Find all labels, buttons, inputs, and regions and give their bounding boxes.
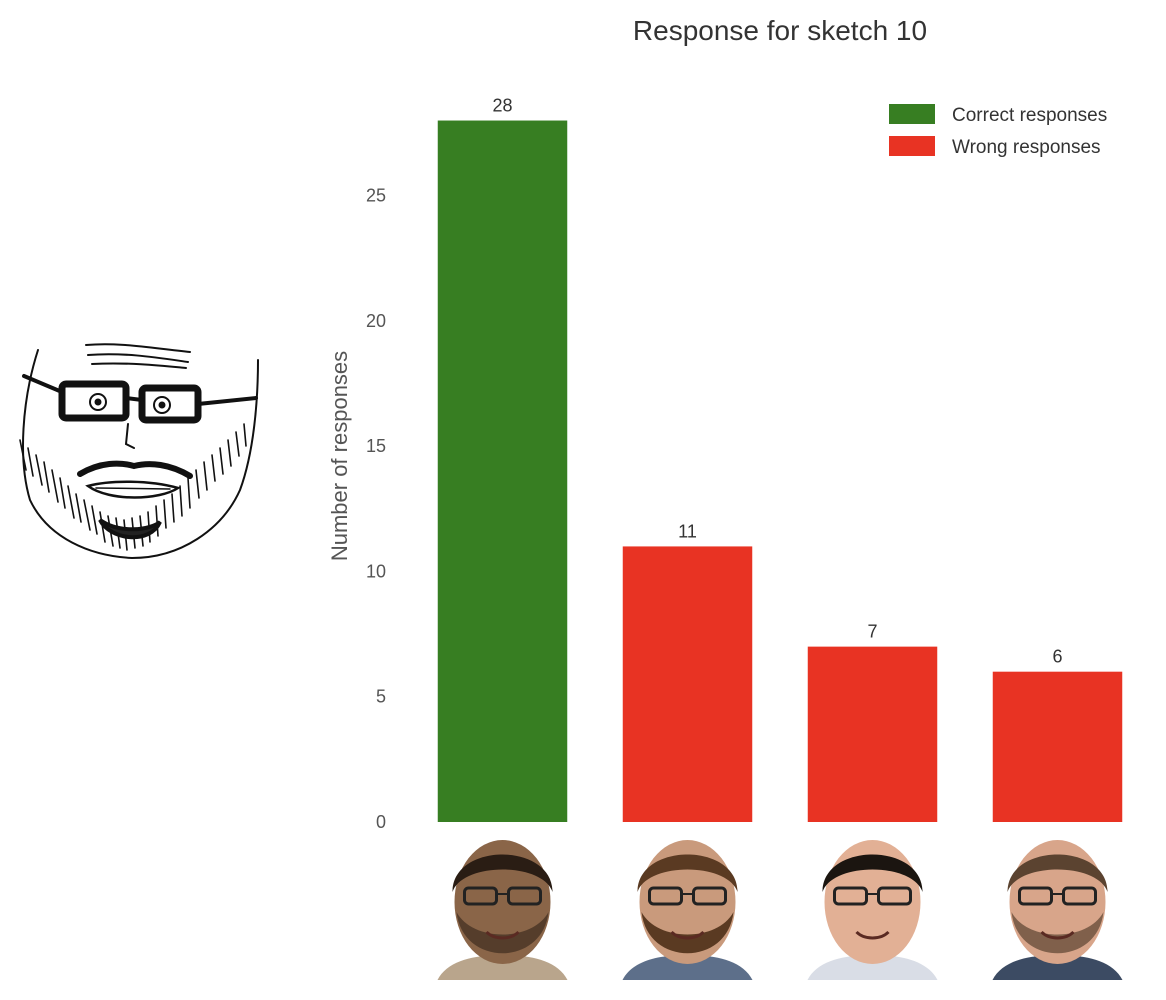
photo-mouth — [1040, 930, 1075, 940]
bar-value-label: 28 — [492, 96, 512, 116]
legend-label-correct: Correct responses — [952, 105, 1107, 126]
candidate-photo — [992, 832, 1123, 980]
legend-swatch-wrong — [889, 136, 935, 156]
photo-glasses-left — [833, 886, 868, 906]
photo-shirt — [437, 955, 568, 980]
photo-hair — [637, 854, 738, 892]
photo-beard — [456, 912, 549, 954]
photo-glasses-right — [1062, 886, 1097, 906]
candidate-photo — [437, 832, 568, 980]
photo-shirt — [807, 955, 938, 980]
bar — [807, 646, 938, 822]
photo-hair — [1007, 854, 1108, 892]
bar-value-label: 11 — [678, 521, 697, 541]
sketch-mouth — [85, 480, 181, 499]
sketch-forehead-lines — [85, 343, 191, 369]
photo-beard — [641, 912, 734, 954]
photo-mouth — [485, 930, 520, 940]
photo-glasses-left — [648, 886, 683, 906]
photo-shirt — [992, 955, 1123, 980]
bar — [437, 120, 568, 823]
chart-title: Response for sketch 10 — [633, 15, 927, 46]
data-labels: 28 11 7 6 — [492, 96, 1062, 667]
bars — [437, 120, 1123, 823]
legend-label-wrong: Wrong responses — [952, 137, 1101, 158]
sketch-nose — [124, 423, 135, 449]
y-tick-label: 20 — [366, 311, 386, 331]
bar-value-label: 6 — [1052, 647, 1062, 667]
sketch-mustache — [77, 460, 193, 479]
y-tick-label: 15 — [366, 436, 386, 456]
photo-mouth — [855, 930, 890, 940]
y-axis-label: Number of responses — [327, 351, 352, 561]
candidate-photo — [807, 832, 938, 980]
photo-glasses-right — [692, 886, 727, 906]
photo-shirt — [622, 955, 753, 980]
y-tick-label: 5 — [376, 687, 386, 707]
photo-hair — [452, 854, 553, 892]
photo-glasses-left — [463, 886, 498, 906]
y-tick-label: 0 — [376, 812, 386, 832]
sketch-mouth-teeth — [95, 487, 171, 490]
photo-glasses-right — [877, 886, 912, 906]
photo-hair — [822, 854, 923, 892]
legend-swatch-correct — [889, 104, 935, 124]
sketch-chin-beard — [98, 518, 162, 540]
photo-glasses-right — [507, 886, 542, 906]
photo-beard — [1011, 912, 1104, 954]
photo-glasses-left — [1018, 886, 1053, 906]
y-axis-ticks: 0 5 10 15 20 25 — [366, 186, 386, 832]
bar-value-label: 7 — [867, 622, 877, 642]
legend: Correct responses Wrong responses — [889, 104, 1107, 158]
bar — [992, 671, 1123, 822]
y-tick-label: 25 — [366, 186, 386, 206]
photo-mouth — [670, 930, 705, 940]
bar — [622, 546, 753, 822]
y-tick-label: 10 — [366, 561, 386, 581]
sketch-glasses — [22, 374, 258, 424]
candidate-photos — [437, 832, 1123, 980]
sketch-drawing — [19, 343, 259, 560]
candidate-photo — [622, 832, 753, 980]
